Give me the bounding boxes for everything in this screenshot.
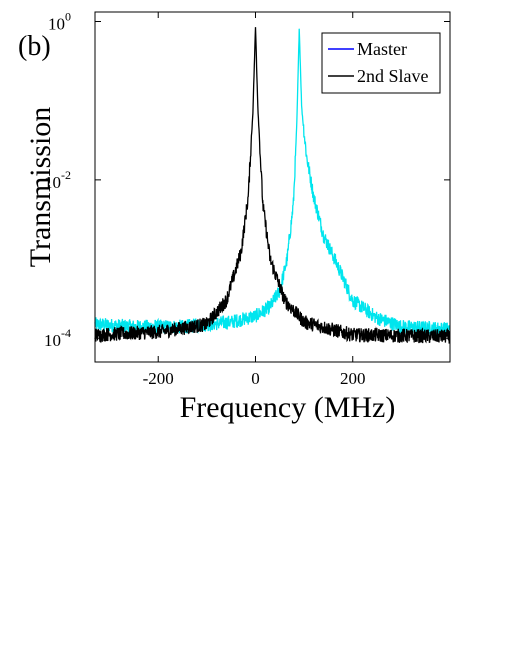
x-tick-label: 0 [251, 369, 260, 388]
legend-box [321, 32, 441, 94]
legend: Master 2nd Slave [321, 32, 441, 94]
x-tick-label: 200 [340, 369, 366, 388]
series-line-2nd-slave [94, 27, 451, 344]
x-tick-label: -200 [143, 369, 174, 388]
plot-frame [94, 11, 451, 363]
panel-label: (b) [18, 31, 51, 62]
legend-label-master: Master [357, 39, 407, 59]
y-axis-label: Transmission [24, 107, 57, 268]
series-layer [94, 27, 451, 344]
x-axis-label: Frequency (MHz) [180, 391, 396, 424]
legend-label-2nd-slave: 2nd Slave [357, 66, 429, 86]
